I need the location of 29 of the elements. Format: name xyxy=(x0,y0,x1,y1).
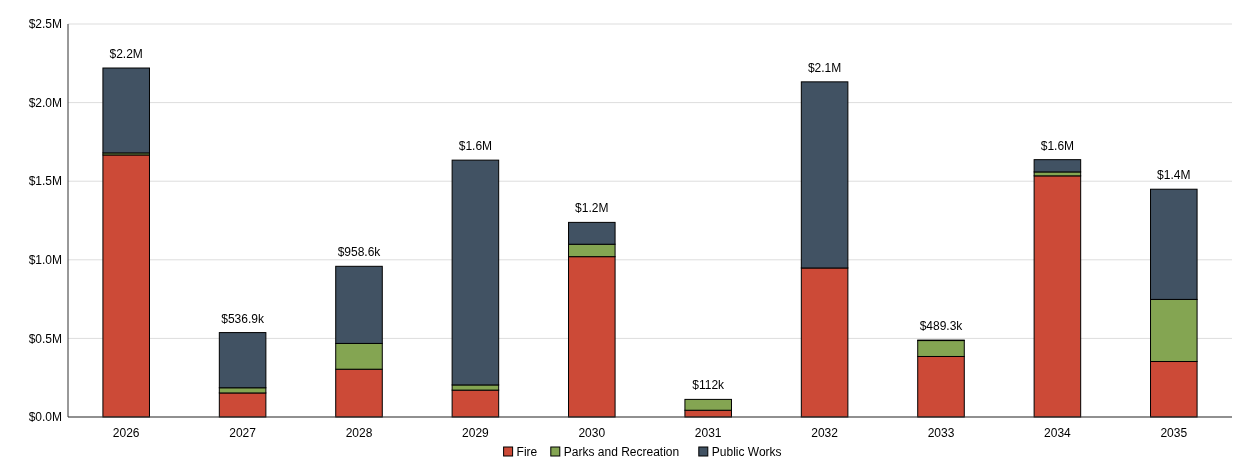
x-tick-label: 2035 xyxy=(1160,426,1188,440)
y-tick-label: $2.0M xyxy=(28,95,62,110)
total-label: $1.4M xyxy=(1157,168,1191,183)
total-label: $489.3k xyxy=(919,319,964,334)
x-tick-label: 2033 xyxy=(927,426,955,440)
x-tick-label: 2032 xyxy=(811,426,839,440)
total-label: $1.2M xyxy=(575,201,609,216)
total-label: $2.1M xyxy=(807,60,842,75)
y-tick-label: $1.5M xyxy=(28,174,62,189)
total-label: $112k xyxy=(692,378,726,393)
x-tick-label: 2031 xyxy=(694,426,722,440)
total-label: $1.6M xyxy=(458,139,493,154)
legend-label: Fire xyxy=(516,445,538,459)
legend-label: Public Works xyxy=(711,445,782,459)
x-tick-label: 2026 xyxy=(112,426,140,440)
total-label: $958.6k xyxy=(337,245,382,260)
y-tick-label: $1.0M xyxy=(28,253,62,267)
y-tick-label: $0.5M xyxy=(28,331,62,346)
total-label: $2.2M xyxy=(109,47,143,62)
total-label: $536.9k xyxy=(221,311,265,326)
y-tick-label: $2.5M xyxy=(28,17,62,32)
legend-label: Parks and Recreation xyxy=(563,445,680,459)
x-tick-label: 2027 xyxy=(229,426,257,440)
x-tick-label: 2034 xyxy=(1044,426,1072,440)
x-tick-label: 2030 xyxy=(578,426,606,440)
x-tick-label: 2029 xyxy=(462,426,490,440)
x-tick-label: 2028 xyxy=(345,426,373,440)
total-label: $1.6M xyxy=(1040,138,1075,153)
y-tick-label: $0.0M xyxy=(28,410,62,425)
